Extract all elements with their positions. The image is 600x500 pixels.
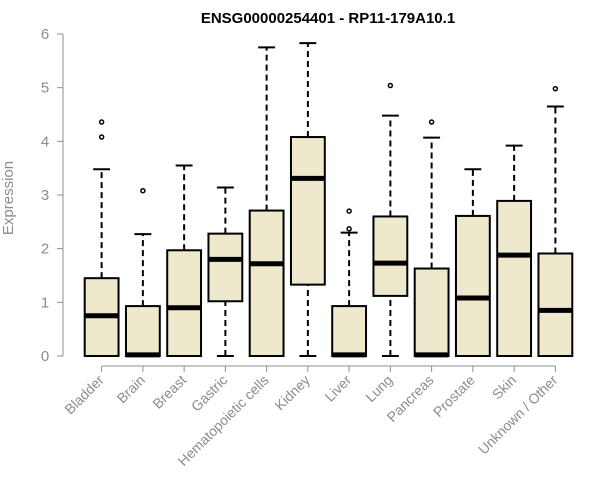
x-tick-label: Breast: [149, 372, 189, 412]
box-body: [537, 252, 574, 358]
x-tick-label: Bladder: [61, 372, 107, 418]
box-body: [413, 267, 450, 358]
box-skin: [496, 144, 533, 357]
box-hematopoietic-cells: [248, 46, 285, 357]
outlier-point: [140, 187, 146, 194]
outlier-point: [387, 82, 394, 89]
box-body: [207, 232, 244, 303]
x-tick-label: Liver: [321, 372, 354, 405]
box-prostate: [454, 168, 491, 357]
box-pancreas: [413, 119, 450, 358]
box-bladder: [83, 119, 120, 357]
y-tick-label: 4: [41, 133, 49, 150]
box-body: [248, 209, 285, 357]
outlier-point: [98, 134, 105, 140]
outlier-point: [552, 85, 559, 92]
box-body: [166, 249, 203, 358]
box-body: [331, 305, 368, 357]
box-gastric: [207, 186, 244, 357]
x-tick-label: Kidney: [271, 372, 313, 414]
boxes-group: [83, 42, 574, 358]
x-tick-label: Prostate: [430, 372, 478, 420]
x-tick-label: Lung: [362, 372, 395, 405]
outlier-point: [346, 226, 352, 232]
y-tick-label: 6: [41, 26, 49, 43]
box-liver: [331, 208, 368, 358]
box-body: [496, 199, 533, 357]
box-unknown-other: [537, 85, 574, 358]
y-tick-label: 3: [41, 187, 49, 204]
box-body: [372, 215, 409, 297]
box-brain: [124, 187, 161, 358]
y-axis-label: Expression: [0, 161, 17, 235]
box-breast: [166, 164, 203, 358]
x-tick-label: Skin: [489, 372, 520, 403]
y-tick-label: 2: [41, 241, 49, 258]
box-kidney: [289, 42, 326, 357]
box-body: [289, 136, 326, 286]
x-tick-label: Brain: [114, 372, 148, 406]
outlier-point: [428, 119, 435, 125]
y-axis: 0 1 2 3 4 5 6: [41, 26, 64, 365]
y-tick-label: 0: [41, 348, 49, 365]
y-tick-label: 5: [41, 80, 49, 97]
chart-title: ENSG00000254401 - RP11-179A10.1: [201, 10, 455, 27]
box-lung: [372, 82, 409, 357]
outlier-point: [98, 119, 105, 125]
outlier-point: [346, 208, 352, 214]
y-tick-label: 1: [41, 294, 49, 311]
box-body: [454, 214, 491, 357]
box-body: [124, 305, 161, 357]
